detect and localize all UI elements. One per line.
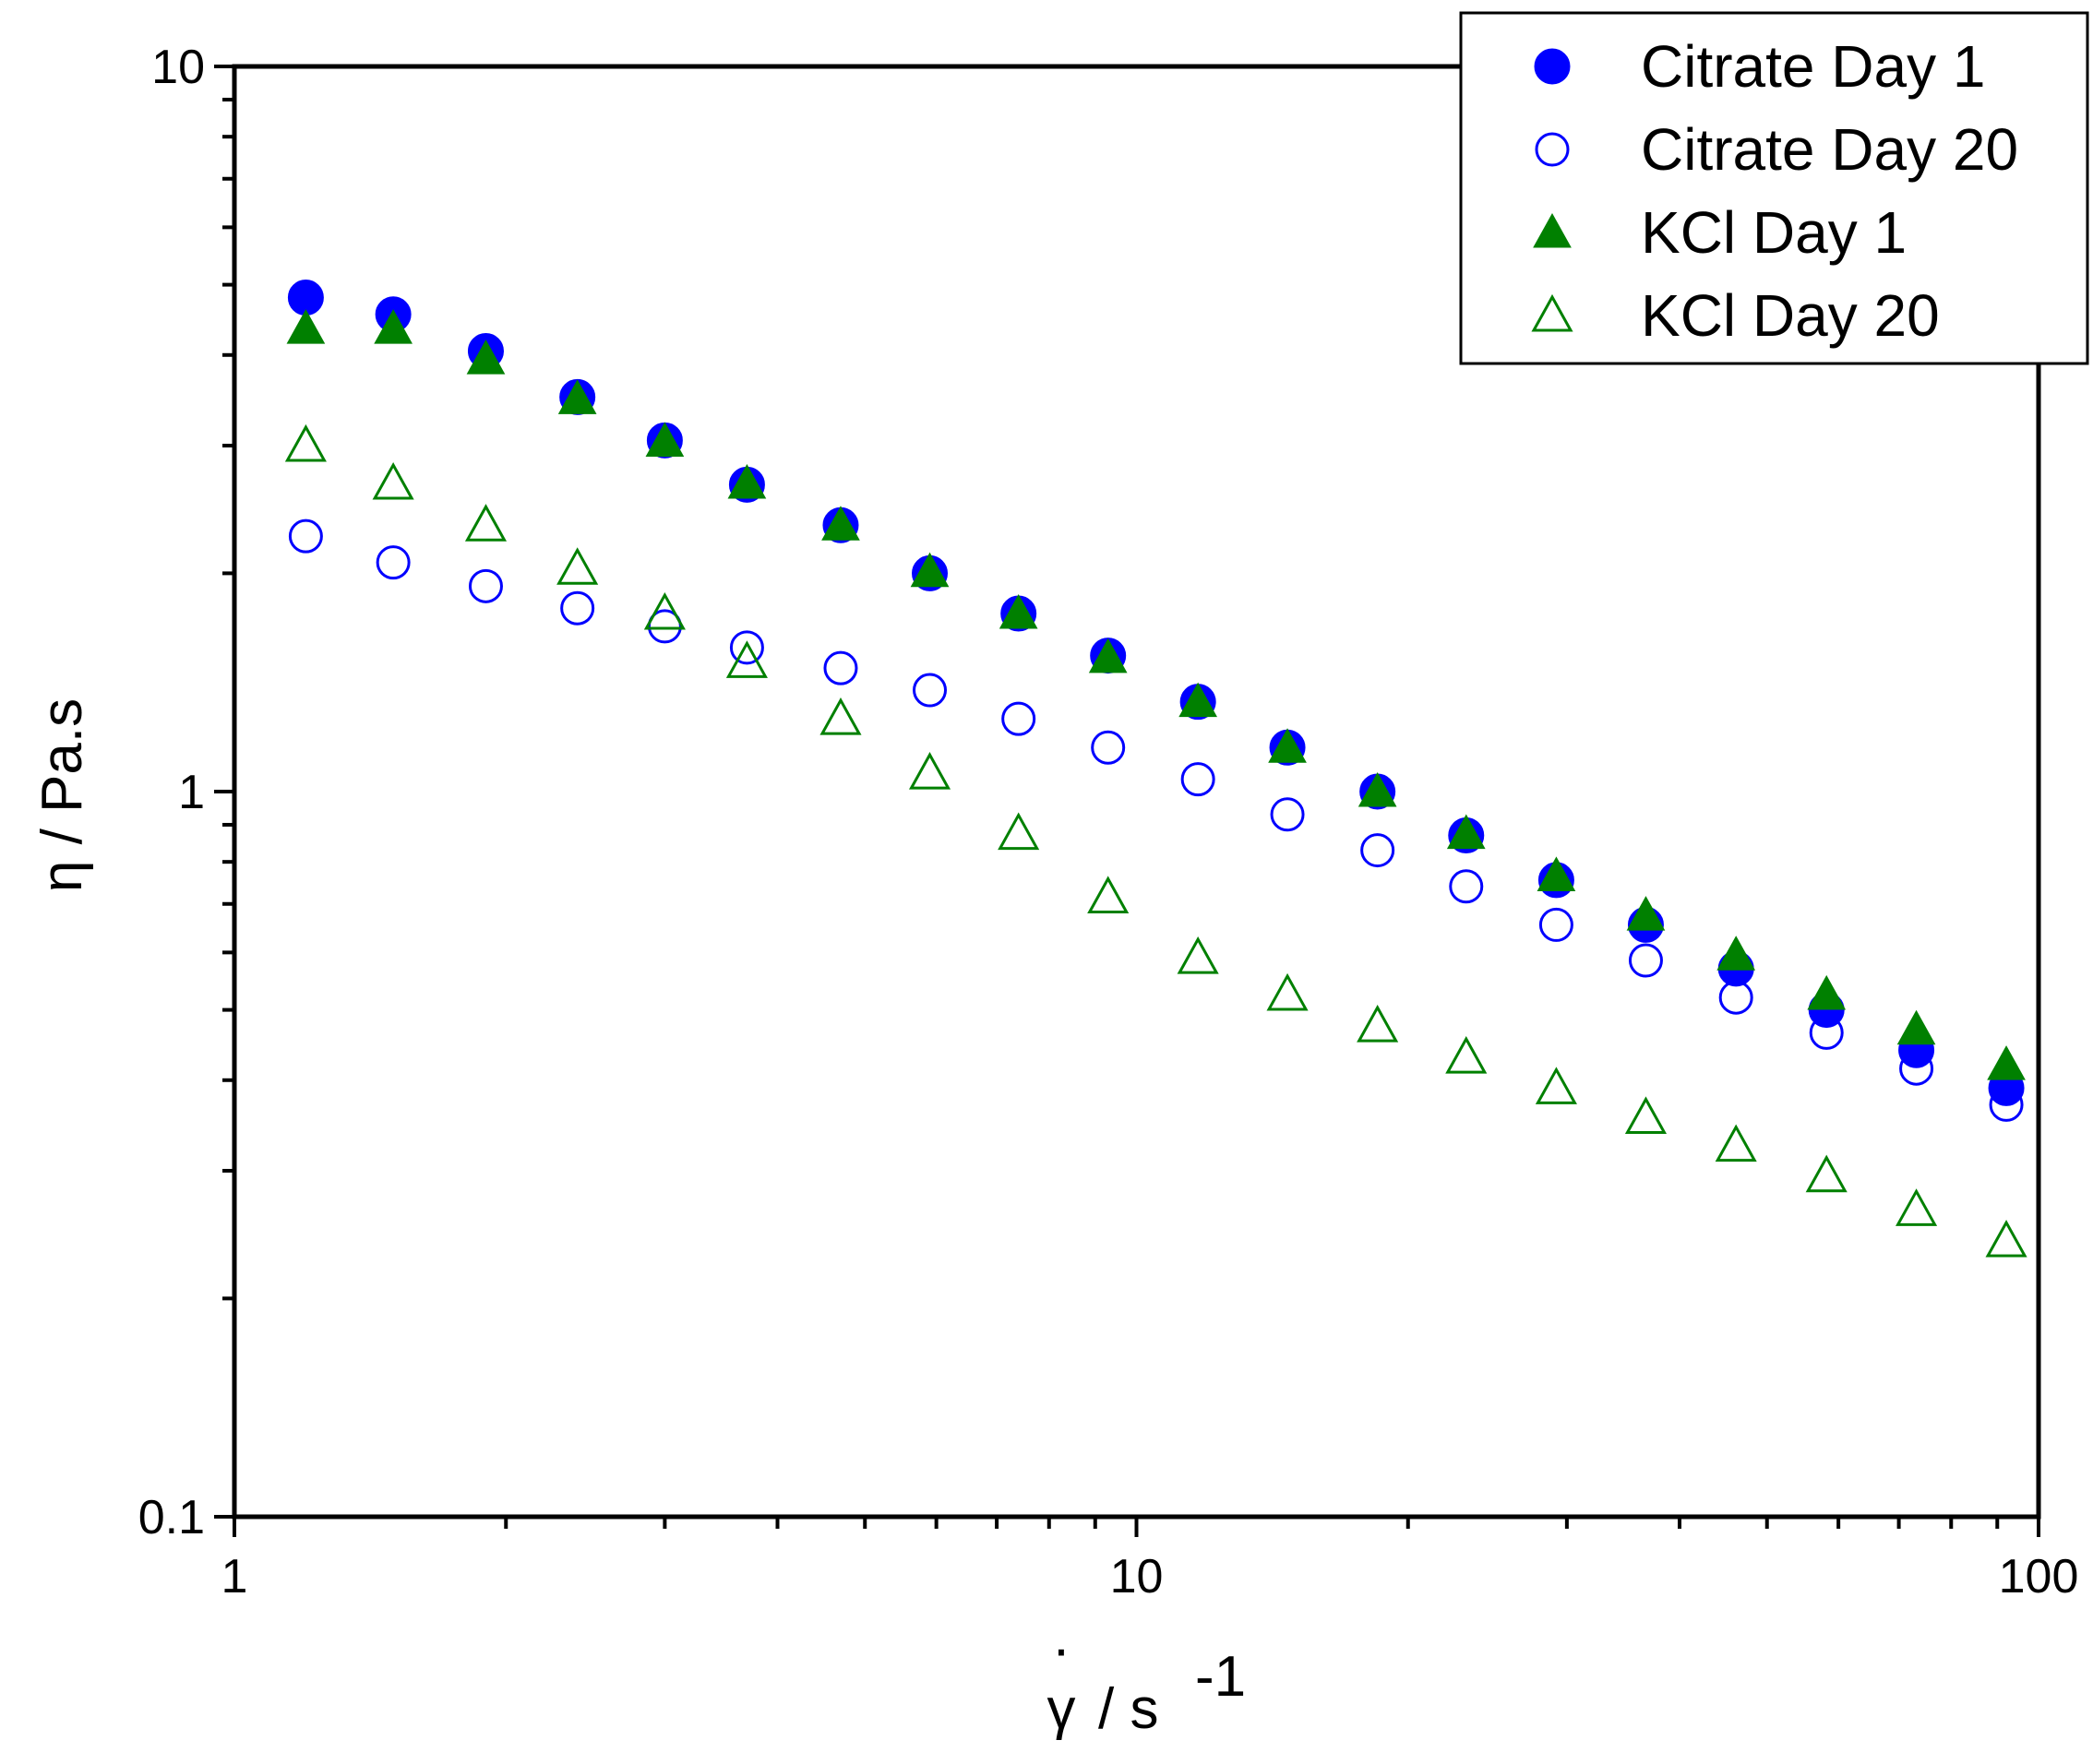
data-point [1538, 907, 1573, 942]
data-point [466, 340, 506, 375]
data-point [1805, 1154, 1848, 1193]
series-kcl-day-1 [286, 309, 2026, 1080]
data-point [286, 309, 326, 344]
x-tick-label: 10 [1110, 1550, 1164, 1603]
data-point [999, 593, 1038, 629]
data-point [729, 630, 764, 665]
data-point [1178, 682, 1218, 718]
x-axis-title-superscript: -1 [1195, 1645, 1246, 1709]
data-point [1449, 869, 1484, 904]
data-point [560, 590, 595, 626]
data-point [284, 423, 327, 462]
data-point [1446, 814, 1486, 850]
data-point [1807, 974, 1847, 1010]
data-point [556, 547, 599, 585]
legend-entries: Citrate Day 1 Citrate Day 20 KCl Day 1 KCl … [1531, 33, 2018, 349]
x-axis-title-symbol: γ [1047, 1677, 1076, 1741]
data-point [1001, 701, 1036, 736]
legend-entry: Citrate Day 1 [1534, 33, 1985, 100]
data-point [821, 506, 860, 541]
data-point [1715, 1124, 1757, 1162]
data-point [1180, 762, 1215, 797]
legend-marker [1531, 293, 1573, 332]
data-point [1357, 771, 1397, 807]
data-point [643, 591, 686, 630]
data-point [647, 609, 682, 644]
data-point [557, 379, 597, 414]
legend-marker [1534, 48, 1571, 85]
data-point [913, 673, 948, 708]
data-point [1537, 856, 1576, 891]
x-axis-title-unit: / s [1098, 1677, 1158, 1741]
y-tick-label: 1 [178, 766, 205, 819]
x-axis-title: · γ / s -1 [1047, 1617, 1247, 1741]
tick-labels: 1 10 100 0.1 1 10 [138, 41, 2079, 1603]
data-point [1088, 638, 1128, 673]
data-point [1445, 1036, 1488, 1074]
legend-marker [1535, 132, 1570, 167]
series-citrate-day-20 [288, 518, 2024, 1122]
y-tick-label: 10 [151, 41, 205, 94]
data-point [1626, 896, 1666, 931]
data-point [1270, 797, 1305, 832]
data-points [284, 280, 2027, 1257]
data-point [374, 309, 413, 344]
data-point [468, 568, 503, 603]
data-point [645, 422, 685, 457]
legend-label: KCl Day 20 [1641, 282, 1940, 349]
data-point [288, 518, 323, 554]
legend: Citrate Day 1 Citrate Day 20 KCl Day 1 KCl … [1459, 11, 2089, 365]
data-point [727, 464, 767, 499]
x-tick-label: 100 [1999, 1550, 2079, 1603]
x-axis-title-dot: · [1052, 1617, 1071, 1681]
data-point [1357, 1005, 1399, 1043]
data-point [910, 552, 950, 588]
data-point [1360, 833, 1395, 868]
data-point [376, 545, 411, 580]
data-point [725, 640, 768, 678]
legend-entry: KCl Day 1 [1533, 199, 1907, 266]
data-point [998, 812, 1040, 851]
y-axis-title: η / Pa.s [30, 698, 94, 892]
legend-marker [1533, 212, 1572, 248]
data-point [464, 504, 508, 542]
data-point [1091, 730, 1126, 765]
legend-label: KCl Day 1 [1641, 199, 1907, 266]
y-tick-label: 0.1 [138, 1491, 205, 1544]
data-point [1266, 972, 1309, 1011]
data-point [1987, 1045, 2026, 1080]
data-point [1628, 943, 1663, 978]
data-point [1268, 728, 1307, 763]
data-point [1087, 876, 1130, 914]
axis-ticks [214, 65, 2040, 1537]
legend-entry: Citrate Day 20 [1535, 116, 2018, 183]
data-point [1716, 936, 1756, 971]
data-point [823, 650, 858, 685]
legend-entry: KCl Day 20 [1531, 282, 1940, 349]
legend-label: Citrate Day 20 [1641, 116, 2018, 183]
legend-label: Citrate Day 1 [1641, 33, 1985, 100]
data-point [819, 697, 862, 735]
data-point [1624, 1096, 1668, 1135]
x-tick-label: 1 [221, 1550, 248, 1603]
data-point [1177, 936, 1219, 974]
data-point [908, 752, 951, 790]
data-point [1985, 1220, 2027, 1257]
data-point [372, 461, 414, 500]
data-point [1535, 1067, 1577, 1104]
series-kcl-day-20 [284, 423, 2027, 1257]
data-point [1896, 1188, 1938, 1226]
data-point [1896, 1009, 1936, 1045]
